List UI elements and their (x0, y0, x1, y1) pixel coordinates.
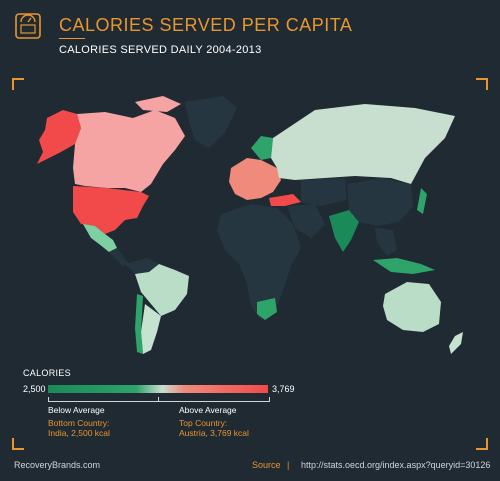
country-central-america[interactable] (109, 248, 129, 266)
frame-corner-bottom-left (12, 438, 24, 450)
legend-title: CALORIES (23, 368, 71, 378)
top-country-value: Austria, 3,769 kcal (179, 428, 249, 438)
country-canada[interactable] (73, 110, 185, 192)
country-russia[interactable] (271, 104, 455, 184)
frame-corner-bottom-right (476, 438, 488, 450)
frame-corner-top-left (12, 78, 24, 90)
country-new-zealand[interactable] (449, 332, 463, 354)
legend-mid-tick (158, 397, 159, 402)
above-average-label: Above Average (179, 405, 237, 415)
source-separator: | (287, 460, 290, 470)
page-title: CALORIES SERVED PER CAPITA (59, 15, 353, 35)
region-scandinavia[interactable] (251, 136, 273, 160)
country-south-america-north[interactable] (125, 258, 159, 274)
region-central-asia[interactable] (301, 178, 347, 206)
bottom-country-value: India, 2,500 kcal (48, 428, 110, 438)
country-alaska[interactable] (37, 110, 81, 164)
country-indonesia[interactable] (373, 258, 435, 274)
source-link[interactable]: http://stats.oecd.org/index.aspx?queryid… (301, 460, 491, 470)
country-canada-arctic[interactable] (135, 96, 181, 112)
region-africa[interactable] (217, 204, 301, 320)
legend-max: 3,769 (272, 384, 295, 394)
country-argentina[interactable] (141, 304, 161, 354)
region-middle-east[interactable] (287, 204, 325, 238)
legend-min: 2,500 (23, 384, 46, 394)
country-mexico[interactable] (83, 224, 117, 252)
country-united-states[interactable] (73, 186, 149, 234)
frame-corner-top-right (476, 78, 488, 90)
country-chile[interactable] (135, 294, 143, 354)
country-china[interactable] (347, 178, 413, 226)
top-country-label: Top Country: (179, 418, 228, 428)
world-map (37, 96, 463, 354)
bottom-country-label: Bottom Country: (48, 418, 110, 428)
brand-link[interactable]: RecoveryBrands.com (14, 460, 101, 470)
legend-gradient-bar (48, 385, 268, 393)
scale-icon (15, 13, 41, 39)
country-greenland[interactable] (185, 96, 237, 148)
footer: RecoveryBrands.com Source | http://stats… (0, 458, 500, 474)
region-southeast-asia[interactable] (375, 228, 397, 256)
legend-bracket (48, 397, 270, 402)
source-label: Source (252, 460, 281, 470)
legend: CALORIES 2,500 3,769 Below Average Above… (20, 368, 295, 438)
top-country: Top Country: Austria, 3,769 kcal (179, 418, 249, 438)
page-subtitle: CALORIES SERVED DAILY 2004-2013 (59, 44, 262, 56)
country-australia[interactable] (383, 282, 441, 332)
header: CALORIES SERVED PER CAPITA CALORIES SERV… (14, 10, 484, 60)
country-japan[interactable] (417, 188, 427, 214)
country-india[interactable] (329, 210, 359, 252)
title-rule (59, 38, 85, 39)
bottom-country: Bottom Country: India, 2,500 kcal (48, 418, 110, 438)
country-turkey[interactable] (269, 194, 301, 206)
country-south-africa[interactable] (257, 298, 277, 320)
below-average-label: Below Average (48, 405, 105, 415)
region-europe[interactable] (229, 158, 281, 200)
country-brazil[interactable] (135, 264, 189, 316)
